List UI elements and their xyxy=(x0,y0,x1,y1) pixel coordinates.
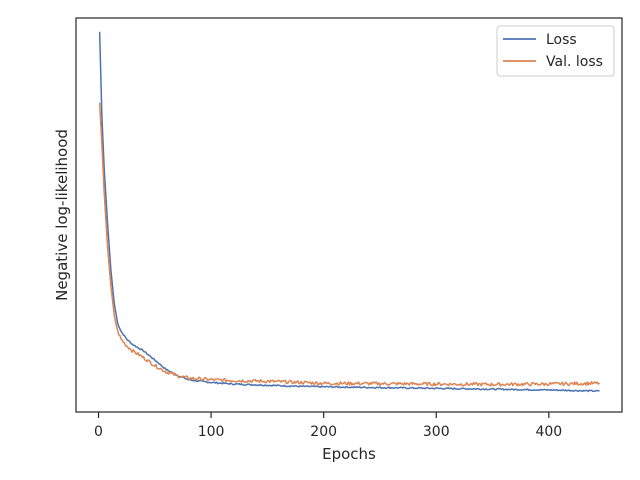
plot-frame xyxy=(75,17,623,413)
legend: Loss Val. loss xyxy=(496,25,615,77)
series-line-loss xyxy=(98,31,600,393)
x-tick-label: 100 xyxy=(198,424,225,440)
x-axis-label: Epochs xyxy=(322,445,376,463)
x-ticks: 0 100 200 300 400 xyxy=(94,412,562,440)
x-tick-label: 400 xyxy=(535,424,562,440)
x-tick-label: 300 xyxy=(423,424,450,440)
y-axis-label: Negative log-likelihood xyxy=(53,129,71,301)
legend-label-loss: Loss xyxy=(546,32,577,48)
x-tick-label: 200 xyxy=(310,424,337,440)
legend-label-val-loss: Val. loss xyxy=(546,54,603,70)
series-line-val-loss xyxy=(98,102,601,387)
x-tick-label: 0 xyxy=(94,424,103,440)
series-layer xyxy=(98,31,601,393)
